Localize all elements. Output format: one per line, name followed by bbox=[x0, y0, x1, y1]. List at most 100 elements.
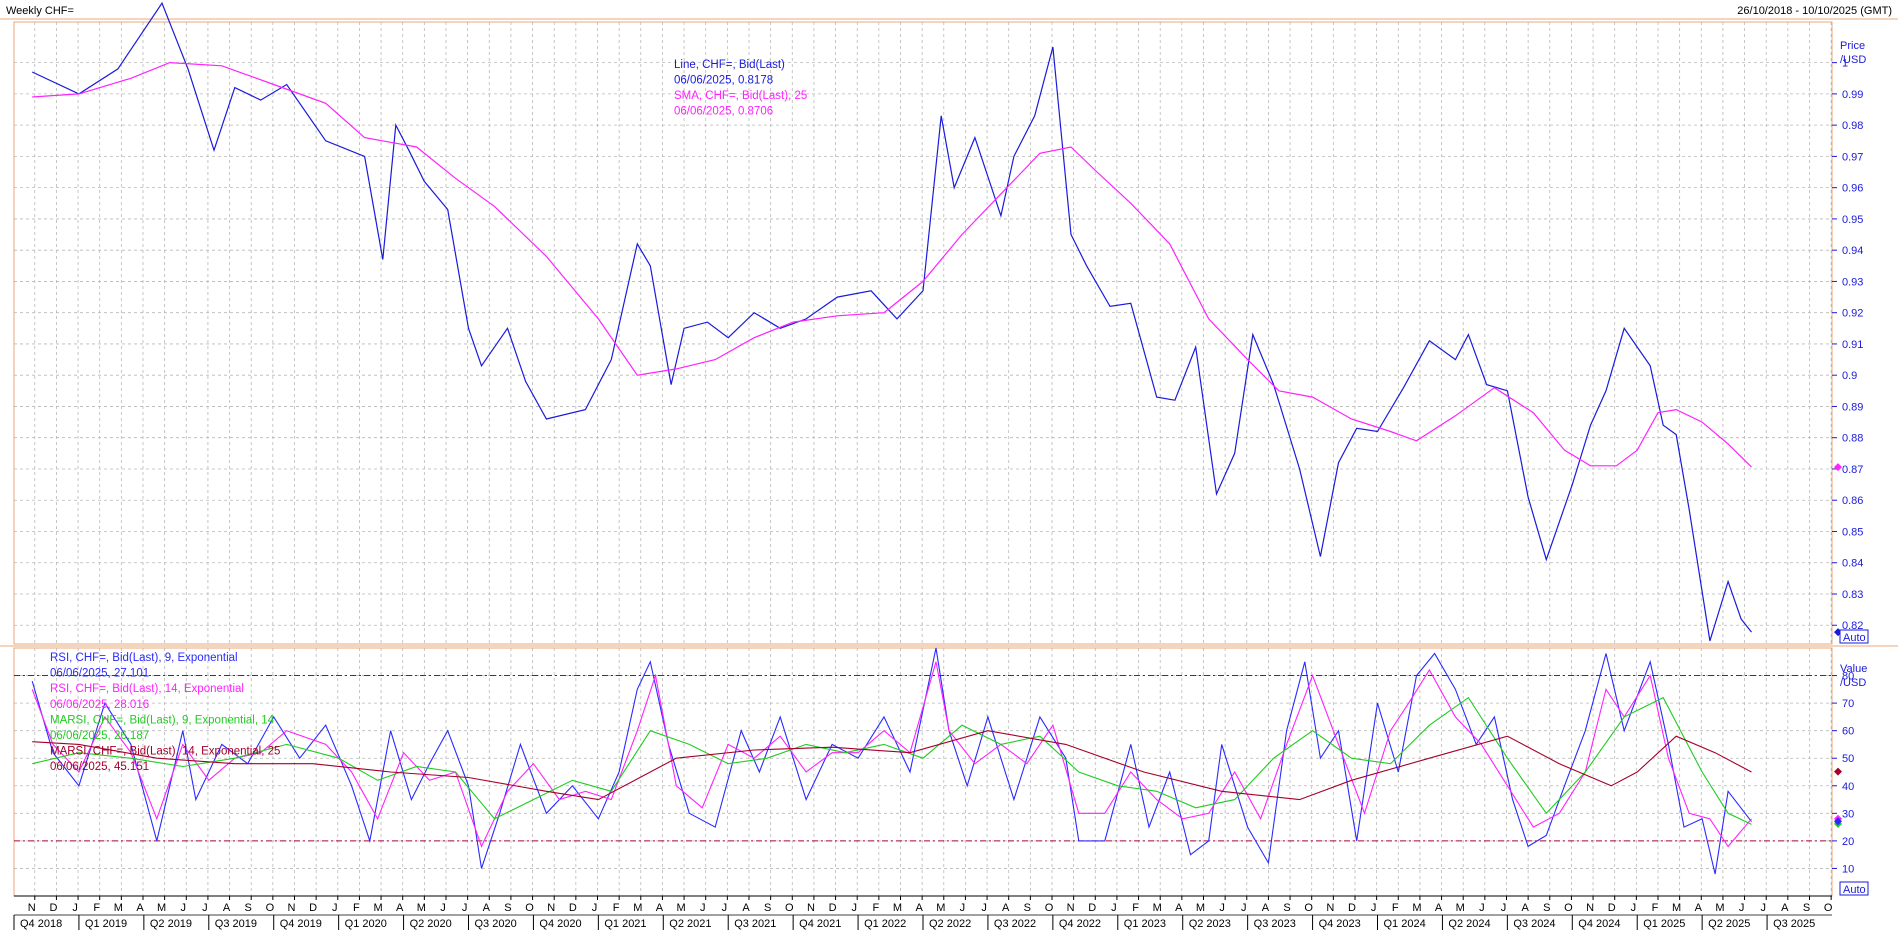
month-label: D bbox=[1608, 902, 1616, 914]
price-tick-label: 0.86 bbox=[1842, 495, 1863, 507]
price-tick-label: 0.98 bbox=[1842, 120, 1863, 132]
month-label: S bbox=[1283, 902, 1290, 914]
quarter-label: Q2 2025 bbox=[1708, 918, 1750, 930]
month-label: S bbox=[504, 902, 511, 914]
price-tick-label: 0.89 bbox=[1842, 401, 1863, 413]
month-label: A bbox=[656, 902, 664, 914]
rsi-tick-label: 40 bbox=[1842, 781, 1854, 793]
quarter-label: Q3 2020 bbox=[475, 918, 517, 930]
rsi-legend-entry: RSI, CHF=, Bid(Last), 9, Exponential bbox=[50, 652, 238, 664]
month-label: A bbox=[136, 902, 144, 914]
quarter-label: Q3 2022 bbox=[994, 918, 1036, 930]
month-label: M bbox=[1672, 902, 1681, 914]
quarter-label: Q1 2021 bbox=[604, 918, 646, 930]
rsi-axis-unit: /USD bbox=[1840, 677, 1866, 689]
month-label: F bbox=[1132, 902, 1139, 914]
month-label: N bbox=[1586, 902, 1594, 914]
rsi-legend-entry: 06/06/2025, 28.016 bbox=[50, 699, 149, 711]
marsi14-last-marker bbox=[1834, 767, 1842, 776]
quarter-label: Q3 2025 bbox=[1773, 918, 1815, 930]
marsi14-series bbox=[32, 730, 1752, 801]
price-tick-label: 0.97 bbox=[1842, 151, 1863, 163]
price-auto-button[interactable] bbox=[1839, 629, 1869, 644]
quarter-label: Q4 2023 bbox=[1319, 918, 1361, 930]
month-label: A bbox=[1002, 902, 1010, 914]
quarter-label: Q2 2024 bbox=[1448, 918, 1490, 930]
rsi-legend-entry: 06/06/2025, 27.101 bbox=[50, 668, 149, 680]
month-label: O bbox=[266, 902, 275, 914]
month-label: D bbox=[49, 902, 57, 914]
rsi-tick-label: 80 bbox=[1842, 671, 1854, 683]
quarter-label: Q3 2023 bbox=[1254, 918, 1296, 930]
quarter-label: Q1 2020 bbox=[345, 918, 387, 930]
month-label: J bbox=[592, 902, 598, 914]
month-label: J bbox=[960, 902, 966, 914]
price-tick-label: 0.99 bbox=[1842, 89, 1863, 101]
quarter-label: Q2 2021 bbox=[669, 918, 711, 930]
price-legend-entry: Line, CHF=, Bid(Last) bbox=[674, 59, 785, 71]
price-tick-label: 0.85 bbox=[1842, 526, 1863, 538]
rsi-legend-entry: MARSI, CHF=, Bid(Last), 9, Exponential, … bbox=[50, 714, 275, 726]
marsi9-series bbox=[32, 696, 1752, 825]
month-label: J bbox=[1631, 902, 1637, 914]
quarter-label: Q3 2019 bbox=[215, 918, 257, 930]
month-label: M bbox=[1715, 902, 1724, 914]
sma-last-marker bbox=[1834, 463, 1842, 472]
month-label: N bbox=[28, 902, 36, 914]
month-label: S bbox=[1543, 902, 1550, 914]
month-label: N bbox=[288, 902, 296, 914]
month-label: N bbox=[1326, 902, 1334, 914]
rsi9-last-marker bbox=[1834, 817, 1842, 826]
month-label: A bbox=[483, 902, 491, 914]
month-label: J bbox=[1241, 902, 1247, 914]
month-label: A bbox=[742, 902, 750, 914]
month-label: J bbox=[851, 902, 857, 914]
month-label: O bbox=[525, 902, 534, 914]
month-label: J bbox=[1739, 902, 1745, 914]
quarter-label: Q4 2022 bbox=[1059, 918, 1101, 930]
quarter-label: Q2 2022 bbox=[929, 918, 971, 930]
price-axis-label: Price bbox=[1840, 40, 1865, 52]
price-legend-entry: 06/06/2025, 0.8706 bbox=[674, 106, 773, 118]
month-label: J bbox=[981, 902, 987, 914]
price-tick-label: 0.96 bbox=[1842, 183, 1863, 195]
rsi-legend-entry: RSI, CHF=, Bid(Last), 14, Exponential bbox=[50, 683, 244, 695]
quarter-label: Q4 2024 bbox=[1578, 918, 1620, 930]
quarter-label: Q4 2020 bbox=[539, 918, 581, 930]
price-line-series bbox=[31, 1, 1752, 642]
price-tick-label: 0.83 bbox=[1842, 589, 1863, 601]
month-label: N bbox=[1067, 902, 1075, 914]
rsi-auto-label: Auto bbox=[1843, 884, 1866, 896]
quarter-label: Q2 2023 bbox=[1189, 918, 1231, 930]
month-label: M bbox=[417, 902, 426, 914]
sma-line-series bbox=[32, 61, 1752, 468]
rsi-panel: 10 20 30 40 50 60 70 80 RSI, CHF=, Bid(Last), 9,… bbox=[13, 647, 1854, 897]
quarter-label: Q1 2019 bbox=[85, 918, 127, 930]
month-label: D bbox=[1348, 902, 1356, 914]
month-label: S bbox=[245, 902, 252, 914]
quarter-label: Q1 2022 bbox=[864, 918, 906, 930]
price-panel: 0.82 0.83 0.84 0.85 0.86 0.87 0.88 0.89 0.9 0.91 0… bbox=[0, 1, 1898, 647]
rsi-auto-button[interactable] bbox=[1839, 881, 1869, 896]
month-label: M bbox=[1412, 902, 1421, 914]
price-tick-label: 0.88 bbox=[1842, 433, 1863, 445]
month-label: M bbox=[893, 902, 902, 914]
month-label: J bbox=[722, 902, 728, 914]
month-label: S bbox=[1024, 902, 1031, 914]
month-label: M bbox=[373, 902, 382, 914]
month-label: F bbox=[1652, 902, 1659, 914]
month-label: J bbox=[1501, 902, 1507, 914]
month-label: A bbox=[1521, 902, 1529, 914]
month-label: A bbox=[1695, 902, 1703, 914]
quarter-label: Q1 2023 bbox=[1124, 918, 1166, 930]
month-label: M bbox=[936, 902, 945, 914]
rsi-tick-label: 50 bbox=[1842, 753, 1854, 765]
month-label: M bbox=[1153, 902, 1162, 914]
price-tick-label: 0.82 bbox=[1842, 620, 1863, 632]
month-label: J bbox=[1111, 902, 1117, 914]
quarter-label: Q2 2019 bbox=[150, 918, 192, 930]
chart-title: Weekly CHF= bbox=[6, 5, 74, 17]
month-label: A bbox=[1262, 902, 1270, 914]
month-label: O bbox=[1564, 902, 1573, 914]
price-axis-unit: /USD bbox=[1840, 54, 1866, 66]
